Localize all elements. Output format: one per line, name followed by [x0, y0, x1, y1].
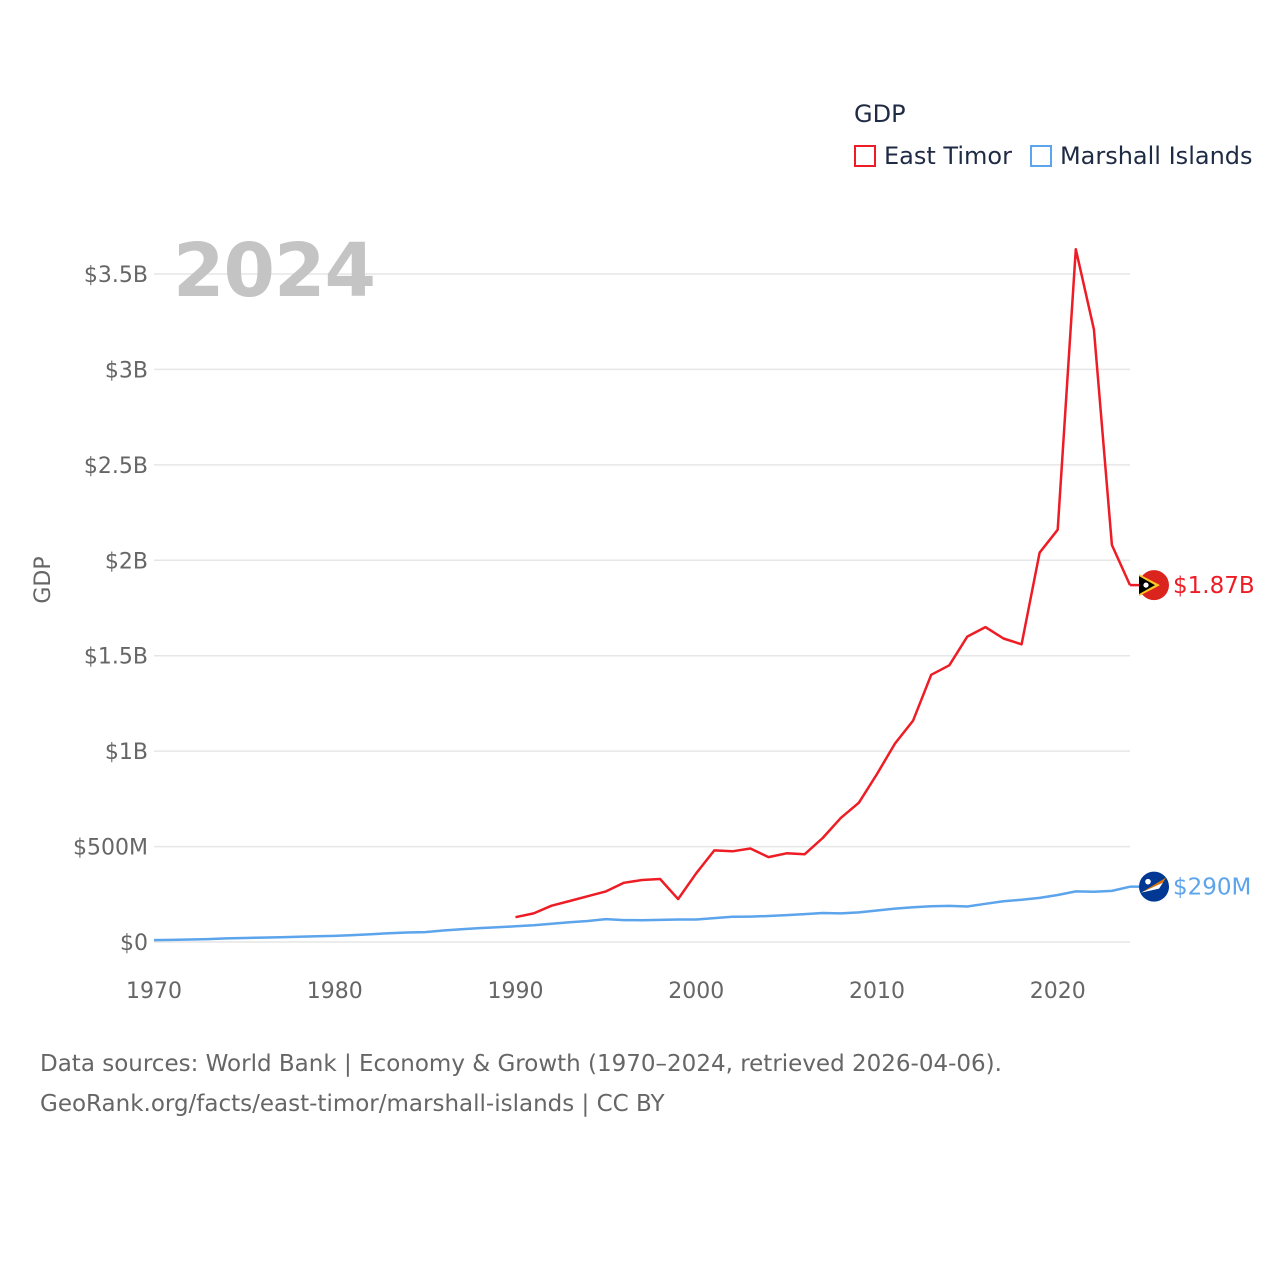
end-markers: $1.87B $290M — [1139, 570, 1255, 902]
legend: East Timor Marshall Islands — [854, 142, 1271, 170]
y-tick-label: $0 — [120, 931, 148, 956]
source-line-1: Data sources: World Bank | Economy & Gro… — [40, 1051, 1002, 1077]
series-lines — [153, 247, 1140, 942]
x-tick-label: 1970 — [126, 979, 182, 1004]
x-tick-label: 2010 — [849, 979, 905, 1004]
y-tick-label: $2B — [105, 549, 148, 574]
source-note: Data sources: World Bank | Economy & Gro… — [40, 1044, 1002, 1124]
marshall-islands-flag-icon — [1139, 871, 1169, 902]
x-tick-label: 2000 — [668, 979, 724, 1004]
series-line-east-timor[interactable] — [515, 247, 1132, 919]
y-tick-label: $3B — [105, 358, 148, 383]
x-tick-label: 1980 — [307, 979, 363, 1004]
year-label: 2024 — [173, 228, 376, 314]
east-timor-flag-icon — [1139, 570, 1169, 601]
x-tick-label: 2020 — [1030, 979, 1086, 1004]
grid-lines — [154, 273, 1130, 943]
legend-label-marshall-islands: Marshall Islands — [1059, 142, 1253, 170]
legend-swatch-marshall-islands — [1029, 145, 1052, 167]
x-tick-label: 1990 — [487, 979, 543, 1004]
y-tick-label: $2.5B — [84, 454, 148, 479]
y-tick-label: $1B — [105, 740, 148, 765]
end-label-marshall-islands: $290M — [1173, 875, 1251, 901]
y-tick-label: $3.5B — [84, 263, 148, 288]
legend-item-marshall-islands[interactable]: Marshall Islands — [1029, 142, 1253, 170]
y-tick-label: $1.5B — [84, 645, 148, 670]
source-line-2[interactable]: GeoRank.org/facts/east-timor/marshall-is… — [40, 1091, 665, 1117]
legend-item-east-timor[interactable]: East Timor — [854, 142, 1012, 170]
legend-label-east-timor: East Timor — [884, 142, 1012, 170]
series-line-marshall-islands[interactable] — [153, 885, 1131, 942]
y-axis-title: GDP — [31, 556, 56, 603]
x-axis-ticks: 1970 1980 1990 2000 2010 2020 — [126, 979, 1086, 1004]
end-label-east-timor: $1.87B — [1173, 573, 1255, 599]
legend-title: GDP — [854, 100, 906, 128]
y-axis-ticks: $0 $500M $1B $1.5B $2B $2.5B $3B $3.5B — [73, 263, 148, 956]
legend-swatch-east-timor — [854, 145, 876, 167]
y-tick-label: $500M — [73, 836, 148, 861]
